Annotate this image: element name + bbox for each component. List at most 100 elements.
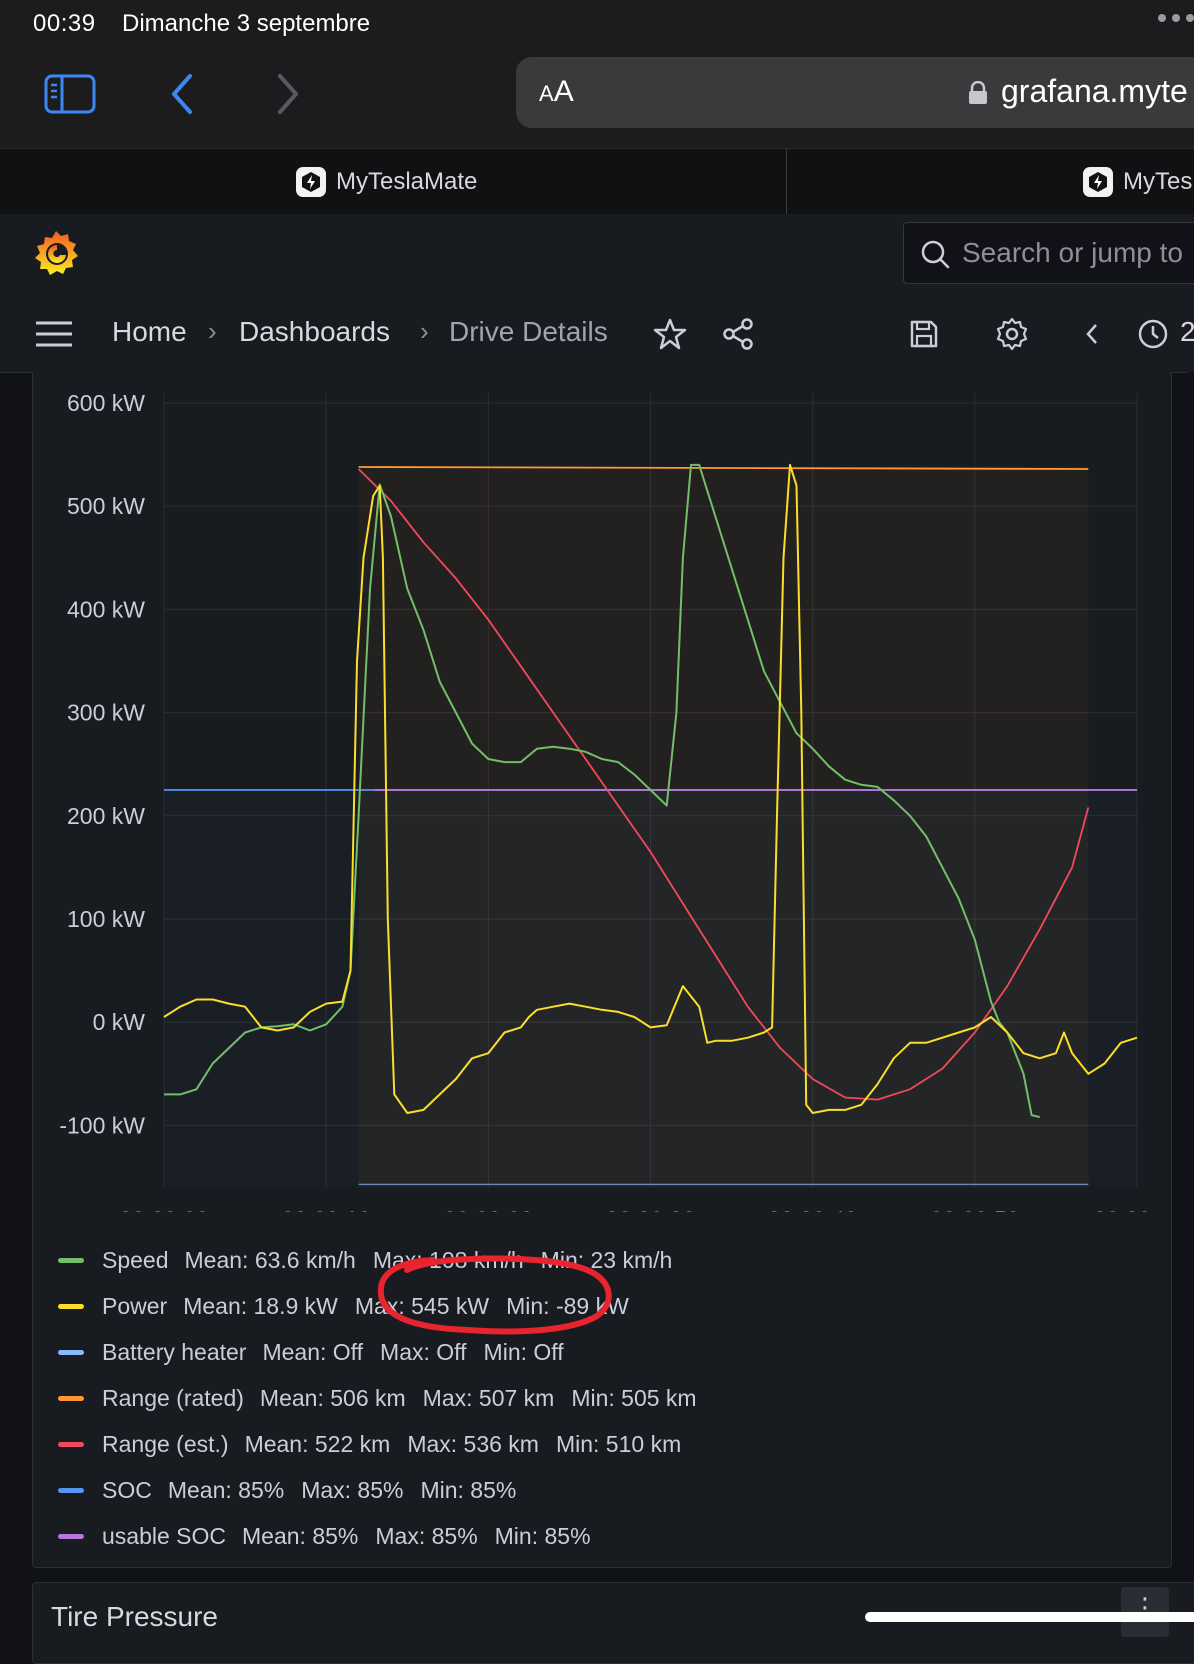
tab-label: MyTes [1123,168,1193,195]
legend-row-usable-soc[interactable]: usable SOC Mean: 85% Max: 85% Min: 85% [58,1516,608,1556]
y-tick-label: 400 kW [67,596,145,622]
url-bar[interactable]: AA grafana.myte [516,57,1194,128]
legend-min: Min: 85% [420,1476,517,1503]
breadcrumb-separator-icon: › [420,316,429,346]
x-tick-label: 22:29:00 [119,1206,209,1212]
legend-max: Max: 507 km [422,1384,555,1411]
series-line-range-rated [358,466,1089,470]
legend-mean: Mean: Off [262,1338,364,1365]
x-tick-label: 22:29:40 [768,1206,858,1212]
legend-mean: Mean: 506 km [259,1384,406,1411]
breadcrumb-separator-icon: › [208,316,217,346]
legend-min: Min: 85% [494,1522,591,1549]
sidebar-icon[interactable] [40,68,100,120]
series-line-speed [164,463,1040,1119]
legend-series-name: Range (est.) [102,1430,229,1457]
tab-myteslamate-2[interactable]: MyTes [1083,149,1192,215]
x-tick-label: 22:29:50 [930,1206,1020,1212]
grafana-logo-icon[interactable] [32,228,80,283]
x-tick-label: 22:29:20 [444,1206,534,1212]
legend-min: Min: 510 km [555,1430,682,1457]
x-tick-label: 22:29:10 [281,1206,371,1212]
home-indicator [865,1612,1194,1622]
panel-title: Tire Pressure [51,1601,219,1632]
legend-row-range-est[interactable]: Range (est.) Mean: 522 km Max: 536 km Min: … [58,1424,698,1464]
annotation-stroke [377,1255,612,1335]
url-host: grafana.myte [1001,73,1188,109]
grafana-topbar: Search or jump to [0,214,1194,293]
range-rated-fill [358,466,1089,1188]
share-icon[interactable] [718,314,758,354]
legend-swatch [58,1533,84,1539]
y-tick-label: 200 kW [67,803,145,829]
breadcrumb-home[interactable]: Home [112,316,187,347]
power-chart: 600 kW 500 kW 400 kW 300 kW 200 kW 100 kW 0 kW… [59,390,1151,1212]
clock-icon[interactable] [1133,314,1173,354]
legend-swatch [58,1395,84,1401]
legend-max: Max: Off [380,1338,467,1365]
search-icon [920,239,950,274]
legend-mean: Mean: 63.6 km/h [184,1246,356,1273]
teslamate-icon [296,167,326,197]
annotation-circle [377,1255,612,1335]
page-right-edge [1187,372,1194,1640]
back-icon[interactable] [152,68,212,120]
breadcrumb-current: Drive Details [449,316,608,347]
teslamate-icon [1083,167,1113,197]
tire-pressure-panel: Tire Pressure ⋮ [32,1582,1194,1664]
y-tick-label: 500 kW [67,493,145,519]
legend-min: Min: 23 km/h [540,1246,673,1273]
reader-aa-button[interactable]: AA [539,75,574,108]
tab-divider [786,149,787,215]
legend-max: Max: 85% [301,1476,404,1503]
legend-max: Max: 545 kW [354,1292,490,1319]
soc-fill [164,790,1137,1188]
x-tick-label: 22:30 [1093,1206,1151,1212]
status-bar: 00:39 Dimanche 3 septembre [0,0,1194,48]
legend-mean: Mean: 522 km [244,1430,391,1457]
lock-icon [968,80,988,110]
legend-max: Max: 85% [375,1522,478,1549]
time-range-label[interactable]: 2 [1180,316,1194,347]
search-input[interactable]: Search or jump to [903,222,1194,284]
legend-max: Max: 536 km [407,1430,539,1457]
legend-series-name: Battery heater [102,1338,247,1365]
legend-row-soc[interactable]: SOC Mean: 85% Max: 85% Min: 85% [58,1470,533,1510]
legend-series-name: Speed [102,1246,169,1273]
x-tick-label: 22:29:30 [606,1206,696,1212]
legend-swatch [58,1349,84,1355]
star-icon[interactable] [650,314,690,354]
y-tick-label: 600 kW [67,390,145,416]
legend-mean: Mean: 85% [242,1522,359,1549]
legend-mean: Mean: 85% [167,1476,285,1503]
legend-series-name: usable SOC [102,1522,227,1549]
legend-min: Min: Off [483,1338,564,1365]
status-time: 00:39 [33,10,96,37]
multitasking-dots-icon[interactable] [1158,14,1194,22]
legend-row-battery-heater[interactable]: Battery heater Mean: Off Max: Off Min: Off [58,1332,581,1372]
breadcrumb-dashboards[interactable]: Dashboards [239,316,390,347]
y-tick-label: 300 kW [67,700,145,726]
tab-myteslamate-1[interactable]: MyTeslaMate [296,149,477,215]
series-line-power [163,463,1138,1114]
gear-icon[interactable] [992,314,1032,354]
search-placeholder: Search or jump to [962,237,1183,268]
legend-series-name: Range (rated) [102,1384,244,1411]
chevron-left-icon[interactable] [1072,314,1112,354]
tab-label: MyTeslaMate [336,168,478,195]
breadcrumb-bar: Home › Dashboards › Drive Details 2 [0,292,1194,373]
legend-mean: Mean: 18.9 kW [183,1292,338,1319]
forward-icon[interactable] [258,68,318,120]
legend-series-name: SOC [102,1476,152,1503]
save-icon[interactable] [904,314,944,354]
legend-row-range-rated[interactable]: Range (rated) Mean: 506 km Max: 507 km Min:… [58,1378,714,1418]
y-tick-label: 100 kW [67,906,145,932]
y-tick-label: -100 kW [59,1112,145,1138]
legend-swatch [58,1441,84,1447]
legend-min: Min: 505 km [571,1384,697,1411]
tab-strip: MyTeslaMate MyTes [0,148,1194,215]
legend-swatch [58,1303,84,1309]
menu-icon[interactable] [34,314,74,354]
y-tick-label: 0 kW [93,1009,146,1035]
legend-swatch [58,1487,84,1493]
